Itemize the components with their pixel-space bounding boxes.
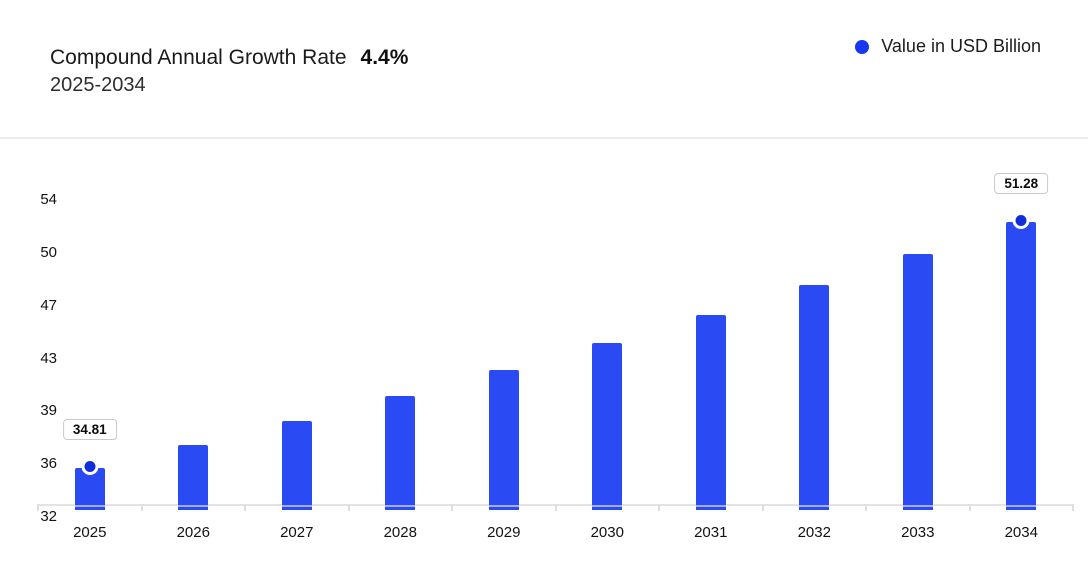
bar-2032[interactable]: [799, 285, 830, 510]
x-axis-tick-mark: [140, 504, 143, 511]
data-label-2025: 34.81: [62, 419, 117, 441]
x-axis-tick-mark: [37, 504, 39, 511]
bar-2031[interactable]: [695, 314, 726, 510]
x-axis-tick-mark: [244, 504, 246, 511]
page-title: Compound Annual Growth Rate 4.4%: [50, 46, 408, 70]
bar-2027[interactable]: [281, 421, 312, 510]
bar-2029[interactable]: [488, 370, 519, 510]
data-point-marker-2034[interactable]: [1012, 212, 1030, 230]
x-axis-tick-mark: [865, 504, 867, 511]
x-axis-label-2025: 2025: [73, 524, 107, 541]
bar-2026[interactable]: [178, 445, 209, 510]
y-axis-tick-label: 50: [40, 243, 57, 261]
x-axis-label-2031: 2031: [694, 524, 728, 541]
data-label-2034: 51.28: [994, 173, 1049, 195]
x-axis-label-2029: 2029: [487, 524, 521, 541]
bar-2034[interactable]: [1006, 222, 1037, 510]
x-axis-label-2034: 2034: [1004, 524, 1038, 541]
data-point-marker-2025[interactable]: [81, 458, 99, 476]
subtitle-year-range: 2025-2034: [50, 74, 146, 96]
bar-2030[interactable]: [592, 343, 623, 510]
legend-item-value-usd-billion[interactable]: Value in USD Billion: [855, 36, 1041, 57]
title-cagr-value: 4.4%: [360, 46, 409, 70]
title-text: Compound Annual Growth Rate: [50, 46, 347, 70]
y-axis-tick-label: 43: [40, 349, 57, 367]
x-axis-label-2033: 2033: [901, 524, 935, 541]
x-axis-tick-mark: [761, 504, 764, 511]
x-axis-tick-mark: [347, 504, 350, 511]
x-axis-tick-mark: [554, 504, 557, 511]
legend-label: Value in USD Billion: [881, 36, 1041, 56]
bar-2033[interactable]: [902, 254, 933, 510]
x-axis-label-2026: 2026: [176, 524, 210, 541]
x-axis-tick-mark: [1072, 504, 1074, 511]
x-axis-label-2028: 2028: [383, 524, 417, 541]
y-axis-tick-label: 36: [40, 455, 57, 473]
y-axis-tick-label: 47: [40, 296, 57, 314]
x-axis-label-2030: 2030: [590, 524, 624, 541]
header-divider: [0, 137, 1088, 139]
legend-dot-icon: [855, 39, 870, 54]
x-axis-tick-mark: [658, 504, 660, 511]
x-axis-tick-mark: [451, 504, 453, 511]
x-axis-label-2027: 2027: [280, 524, 314, 541]
y-axis-tick-label: 39: [40, 402, 57, 420]
x-axis-tick-mark: [968, 504, 971, 511]
bar-2028[interactable]: [385, 396, 416, 510]
x-axis-label-2032: 2032: [797, 524, 831, 541]
y-axis-tick-label: 32: [40, 508, 57, 525]
y-axis-tick-label: 54: [40, 191, 57, 208]
